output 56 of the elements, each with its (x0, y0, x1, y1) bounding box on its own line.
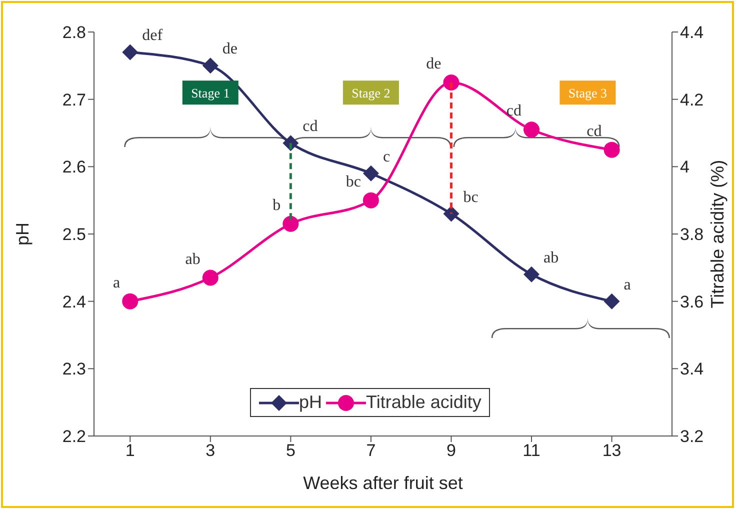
point (362, 192, 379, 208)
point (604, 142, 620, 158)
point (122, 293, 138, 310)
x-tick-label: 9 (446, 441, 456, 460)
y2-tick-label: 3.4 (680, 360, 704, 379)
data-label: cd (586, 122, 602, 140)
data-label: cd (302, 118, 318, 136)
point (282, 216, 299, 232)
y-tick-label: 2.4 (62, 292, 86, 312)
data-label: bc (463, 188, 478, 206)
x-tick-label: 3 (206, 441, 216, 460)
y2-tick-label: 4.4 (680, 23, 704, 42)
point (524, 122, 540, 138)
y2-tick-label: 3.6 (680, 292, 704, 312)
point (443, 74, 460, 90)
data-label: a (113, 274, 120, 292)
data-label: ab (185, 250, 200, 268)
y2-axis-title: Titrable acidity (%) (707, 160, 728, 308)
y-axis-title: pH (12, 222, 32, 246)
data-label: ab (544, 249, 559, 266)
y-tick-label: 2.2 (62, 427, 86, 446)
data-label: de (426, 56, 442, 72)
y-tick-label: 2.5 (62, 225, 86, 244)
point (362, 165, 379, 182)
point (202, 58, 218, 74)
data-label: a (624, 276, 631, 294)
x-tick-label: 7 (366, 441, 376, 460)
y2-tick-label: 3.2 (680, 427, 704, 446)
y2-tick-label: 3.8 (680, 225, 704, 244)
point (443, 206, 460, 222)
data-label: cd (506, 102, 522, 120)
data-label: def (142, 27, 164, 44)
data-label: b (272, 196, 281, 214)
annotation: Stage 1 (191, 86, 230, 101)
y2-tick-label: 4.2 (680, 90, 704, 110)
x-tick-label: 1 (125, 441, 135, 460)
annotation: Stage 3 (568, 86, 608, 101)
x-tick-label: 13 (602, 441, 622, 460)
point (122, 44, 138, 60)
annotation: Stage 2 (352, 86, 390, 101)
y2-tick-label: 4 (680, 158, 690, 177)
x-axis-title: Weeks after fruit set (303, 473, 463, 493)
legend-label: Titrable acidity (366, 392, 482, 413)
point (524, 266, 540, 282)
y-tick-label: 2.8 (62, 23, 86, 42)
x-tick-label: 5 (286, 441, 296, 460)
point (202, 270, 218, 286)
data-label: bc (346, 173, 361, 190)
point (604, 293, 620, 310)
y-tick-label: 2.6 (62, 158, 86, 177)
legend-label: pH (299, 392, 322, 413)
data-label: c (382, 148, 390, 166)
data-label: de (222, 40, 238, 58)
y-tick-label: 2.7 (62, 90, 86, 110)
y-tick-label: 2.3 (62, 360, 86, 379)
x-tick-label: 11 (522, 441, 540, 460)
